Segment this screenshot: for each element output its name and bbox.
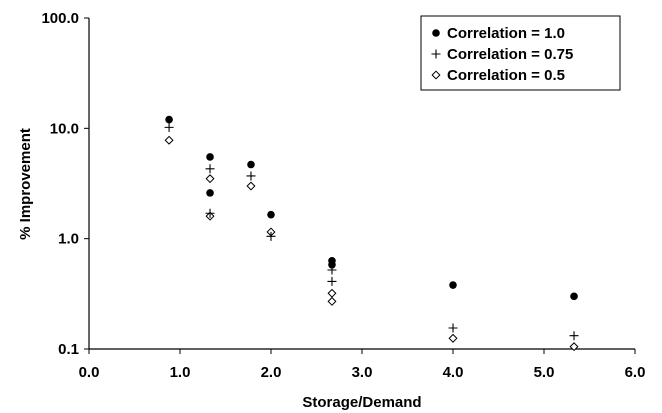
x-tick-label: 4.0 bbox=[443, 364, 464, 381]
x-tick-label: 5.0 bbox=[534, 364, 555, 381]
data-point bbox=[247, 160, 255, 169]
legend-label-1: Correlation = 1.0 bbox=[447, 25, 565, 42]
data-point bbox=[164, 135, 174, 145]
y-axis-title: % Improvement bbox=[17, 128, 34, 240]
y-tick-label: 0.1 bbox=[58, 341, 79, 358]
x-tick-label: 0.0 bbox=[79, 364, 100, 381]
data-point bbox=[266, 231, 276, 241]
data-point bbox=[246, 171, 256, 181]
data-point bbox=[327, 276, 337, 286]
data-point bbox=[327, 296, 337, 306]
legend-label-3: Correlation = 0.5 bbox=[447, 67, 565, 84]
x-tick-label: 3.0 bbox=[352, 364, 373, 381]
data-point bbox=[328, 260, 336, 269]
legend-marker bbox=[432, 29, 440, 37]
data-point bbox=[206, 189, 214, 197]
y-tick-label: 1.0 bbox=[58, 231, 79, 248]
data-point bbox=[164, 122, 174, 132]
x-tick-label: 6.0 bbox=[625, 364, 646, 381]
data-points bbox=[164, 115, 579, 352]
data-point bbox=[448, 323, 458, 333]
data-point bbox=[205, 208, 215, 218]
legend-markers bbox=[431, 29, 441, 80]
x-axis-title: Storage/Demand bbox=[302, 394, 421, 411]
data-point bbox=[165, 115, 173, 124]
ticks: 0.0 1.0 2.0 3.0 4.0 5.0 6.0 0.1 1.0 10.0 100.0 bbox=[41, 10, 645, 381]
x-tick-label: 2.0 bbox=[261, 364, 282, 381]
data-point bbox=[449, 281, 457, 289]
data-point bbox=[205, 174, 215, 184]
data-point bbox=[246, 181, 256, 191]
data-point bbox=[267, 210, 275, 219]
data-point bbox=[570, 292, 578, 301]
data-point bbox=[205, 164, 215, 174]
legend-marker bbox=[431, 49, 441, 59]
y-tick-label: 100.0 bbox=[41, 10, 79, 27]
data-point bbox=[569, 331, 579, 341]
data-point bbox=[206, 153, 214, 161]
legend-box bbox=[420, 15, 621, 91]
data-point bbox=[327, 288, 337, 298]
legend-label-2: Correlation = 0.75 bbox=[447, 46, 573, 63]
y-tick-label: 10.0 bbox=[50, 120, 79, 137]
legend: Correlation = 1.0 Correlation = 0.75 Cor… bbox=[420, 15, 621, 91]
x-tick-label: 1.0 bbox=[170, 364, 191, 381]
data-point bbox=[569, 342, 579, 352]
legend-marker bbox=[431, 70, 441, 80]
data-point bbox=[448, 333, 458, 343]
